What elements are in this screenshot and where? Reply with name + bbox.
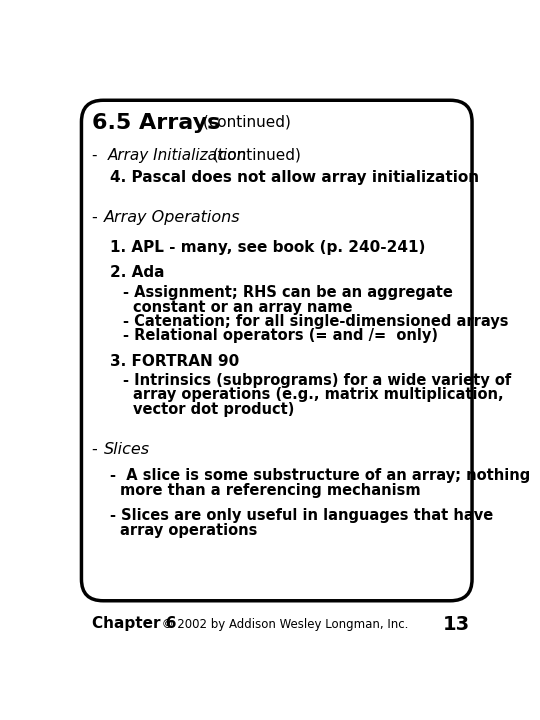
Text: -  A slice is some substructure of an array; nothing: - A slice is some substructure of an arr…: [110, 468, 530, 483]
Text: constant or an array name: constant or an array name: [133, 300, 353, 315]
FancyBboxPatch shape: [82, 100, 472, 600]
Text: © 2002 by Addison Wesley Longman, Inc.: © 2002 by Addison Wesley Longman, Inc.: [158, 618, 409, 631]
Text: array operations (e.g., matrix multiplication,: array operations (e.g., matrix multiplic…: [133, 387, 504, 402]
Text: (continued): (continued): [198, 115, 291, 130]
Text: Chapter 6: Chapter 6: [92, 616, 177, 631]
Text: 13: 13: [443, 615, 470, 634]
Text: - Catenation; for all single-dimensioned arrays: - Catenation; for all single-dimensioned…: [123, 315, 509, 329]
Text: 4. Pascal does not allow array initialization: 4. Pascal does not allow array initializ…: [110, 169, 480, 184]
Text: vector dot product): vector dot product): [133, 402, 295, 417]
Text: 2. Ada: 2. Ada: [110, 265, 165, 280]
Text: Array Operations: Array Operations: [104, 210, 240, 225]
Text: - Slices are only useful in languages that have: - Slices are only useful in languages th…: [110, 508, 494, 523]
Text: Slices: Slices: [104, 442, 150, 457]
Text: -: -: [92, 442, 103, 457]
Text: 1. APL - many, see book (p. 240-241): 1. APL - many, see book (p. 240-241): [110, 240, 426, 256]
Text: - Assignment; RHS can be an aggregate: - Assignment; RHS can be an aggregate: [123, 285, 453, 300]
Text: more than a referencing mechanism: more than a referencing mechanism: [120, 483, 421, 498]
Text: Array Initialization: Array Initialization: [108, 148, 247, 163]
Text: 6.5 Arrays: 6.5 Arrays: [92, 113, 221, 133]
Text: -: -: [92, 148, 107, 163]
Text: - Intrinsics (subprograms) for a wide variety of: - Intrinsics (subprograms) for a wide va…: [123, 373, 511, 388]
Text: array operations: array operations: [120, 523, 258, 538]
Text: -: -: [92, 210, 103, 225]
Text: (continued): (continued): [208, 148, 301, 163]
Text: 3. FORTRAN 90: 3. FORTRAN 90: [110, 354, 239, 369]
Text: - Relational operators (= and /=  only): - Relational operators (= and /= only): [123, 328, 438, 343]
